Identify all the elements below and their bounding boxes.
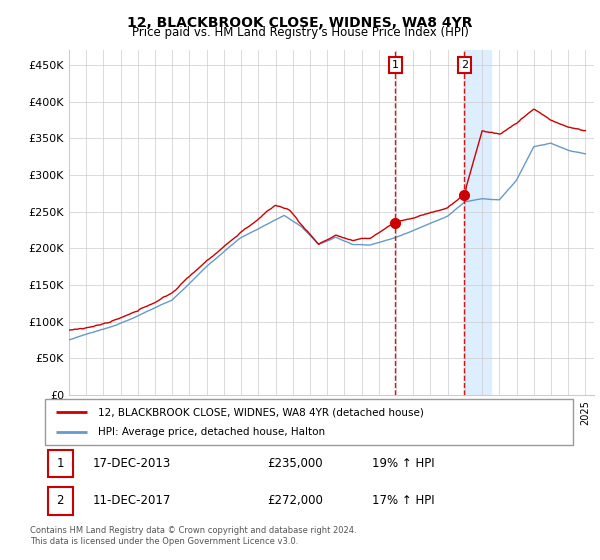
FancyBboxPatch shape [47,450,73,477]
Text: 12, BLACKBROOK CLOSE, WIDNES, WA8 4YR (detached house): 12, BLACKBROOK CLOSE, WIDNES, WA8 4YR (d… [98,407,424,417]
Text: 11-DEC-2017: 11-DEC-2017 [92,494,171,507]
Text: Contains HM Land Registry data © Crown copyright and database right 2024.
This d: Contains HM Land Registry data © Crown c… [30,526,356,546]
Text: 1: 1 [56,456,64,470]
FancyBboxPatch shape [45,399,573,445]
Text: 17-DEC-2013: 17-DEC-2013 [92,456,171,470]
Text: 1: 1 [392,60,399,70]
Text: HPI: Average price, detached house, Halton: HPI: Average price, detached house, Halt… [98,427,325,437]
Text: Price paid vs. HM Land Registry's House Price Index (HPI): Price paid vs. HM Land Registry's House … [131,26,469,39]
Text: £272,000: £272,000 [267,494,323,507]
Text: £235,000: £235,000 [267,456,322,470]
Text: 19% ↑ HPI: 19% ↑ HPI [373,456,435,470]
Text: 2: 2 [56,494,64,507]
Text: 17% ↑ HPI: 17% ↑ HPI [373,494,435,507]
Text: 2: 2 [461,60,468,70]
FancyBboxPatch shape [47,487,73,515]
Bar [464,50,491,395]
Text: 12, BLACKBROOK CLOSE, WIDNES, WA8 4YR: 12, BLACKBROOK CLOSE, WIDNES, WA8 4YR [127,16,473,30]
